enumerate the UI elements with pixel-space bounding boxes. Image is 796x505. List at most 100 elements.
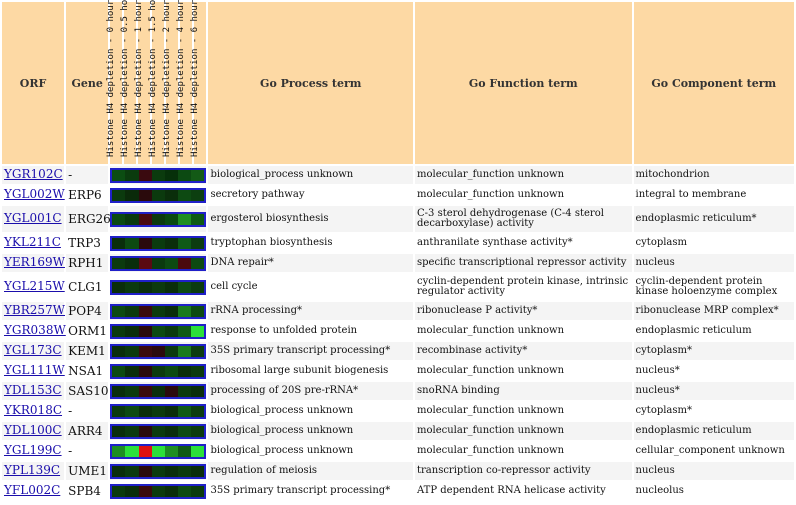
expression-value-cell — [138, 169, 152, 181]
orf-cell: YKR018C — [2, 402, 65, 420]
expression-value-cell — [138, 485, 152, 497]
orf-link[interactable]: YGR038W — [4, 323, 66, 337]
expression-value-cell — [112, 425, 126, 437]
component-term-cell: endoplasmic reticulum — [633, 422, 794, 440]
table-row: YBR257W POP4 rRNA processing* ribonuclease … — [2, 302, 794, 320]
expression-value-cell — [138, 405, 152, 417]
expression-value-cell — [151, 305, 165, 317]
orf-link[interactable]: YKR018C — [4, 403, 63, 417]
expression-value-cell — [178, 485, 192, 497]
orf-link[interactable]: YPL139C — [4, 463, 61, 477]
orf-link[interactable]: YGL111W — [4, 363, 65, 377]
expression-strip[interactable] — [110, 443, 207, 459]
component-term-cell: nucleus — [633, 462, 794, 480]
expression-value-cell — [138, 425, 152, 437]
orf-link[interactable]: YGL215W — [4, 279, 65, 293]
orf-cell: YDL153C — [2, 382, 65, 400]
expression-strip[interactable] — [110, 211, 207, 227]
process-term-cell: cell cycle — [208, 274, 413, 300]
expression-value-cell — [151, 465, 165, 477]
expression-value-cell — [151, 365, 165, 377]
expression-strip[interactable] — [110, 303, 207, 319]
expression-value-cell — [178, 445, 192, 457]
expression-value-cell — [125, 465, 139, 477]
function-term-cell: anthranilate synthase activity* — [415, 234, 632, 252]
expression-value-cell — [191, 365, 205, 377]
expression-value-cell — [191, 213, 205, 225]
expression-value-cell — [191, 485, 205, 497]
expression-value-cell — [138, 345, 152, 357]
expression-heatmap-cell — [110, 254, 207, 272]
orf-cell: YBR257W — [2, 302, 66, 320]
expression-value-cell — [125, 237, 139, 249]
expression-strip[interactable] — [110, 343, 207, 359]
table-row: YGR102C - biological_process unknown molecu… — [2, 166, 794, 184]
expression-value-cell — [151, 213, 165, 225]
gene-cell: UME1 — [66, 462, 109, 480]
component-term-cell: endoplasmic reticulum — [633, 322, 794, 340]
expression-value-cell — [125, 405, 139, 417]
orf-link[interactable]: YDL100C — [4, 423, 62, 437]
table-row: YDL153C SAS10 processing of 20S pre-rRNA* s… — [2, 382, 794, 400]
expression-value-cell — [138, 465, 152, 477]
gene-cell: - — [66, 166, 109, 184]
expression-value-cell — [112, 465, 126, 477]
table-body: YGR102C - biological_process unknown molecu… — [2, 166, 794, 500]
expression-value-cell — [112, 281, 126, 293]
expression-value-cell — [125, 325, 139, 337]
expression-value-cell — [112, 445, 126, 457]
expression-strip[interactable] — [110, 423, 207, 439]
expression-value-cell — [138, 445, 152, 457]
condition-label: Histone H4 depletion - 1.5 hour — [148, 0, 159, 157]
expression-value-cell — [178, 189, 192, 201]
expression-value-cell — [191, 425, 205, 437]
process-term-cell: biological_process unknown — [208, 166, 413, 184]
orf-link[interactable]: YBR257W — [4, 303, 66, 317]
expression-value-cell — [191, 237, 205, 249]
orf-cell: YPL139C — [2, 462, 65, 480]
expression-value-cell — [178, 385, 192, 397]
expression-strip[interactable] — [110, 279, 207, 295]
expression-strip[interactable] — [110, 235, 207, 251]
orf-link[interactable]: YKL211C — [4, 235, 61, 249]
process-term-cell: processing of 20S pre-rRNA* — [208, 382, 413, 400]
expression-strip[interactable] — [110, 363, 207, 379]
orf-link[interactable]: YGL199C — [4, 443, 62, 457]
expression-strip[interactable] — [110, 187, 207, 203]
condition-label: Histone H4 depletion - 6 hours — [190, 0, 201, 157]
expression-value-cell — [178, 257, 192, 269]
expression-heatmap-cell — [110, 462, 207, 480]
function-term-cell: molecular_function unknown — [415, 166, 632, 184]
gene-cell: RPH1 — [66, 254, 109, 272]
function-term-cell: recombinase activity* — [415, 342, 632, 360]
expression-value-cell — [164, 425, 179, 437]
orf-link[interactable]: YGL002W — [4, 187, 65, 201]
component-term-cell: cytoplasm* — [633, 402, 794, 420]
orf-cell: YGL199C — [2, 442, 65, 460]
orf-link[interactable]: YFL002C — [4, 483, 61, 497]
header-condition-1: Histone H4 depletion - 0.5 hours — [120, 0, 137, 164]
orf-link[interactable]: YER169W — [4, 255, 65, 269]
expression-value-cell — [151, 345, 165, 357]
expression-value-cell — [178, 465, 192, 477]
expression-strip[interactable] — [110, 463, 207, 479]
table-row: YGL173C KEM1 35S primary transcript proces… — [2, 342, 794, 360]
expression-strip[interactable] — [110, 323, 207, 339]
condition-label: Histone H4 depletion - 1 hour — [134, 0, 145, 157]
expression-strip[interactable] — [110, 403, 207, 419]
orf-cell: YGR038W — [2, 322, 66, 340]
expression-strip[interactable] — [110, 483, 207, 499]
component-term-cell: nucleus* — [633, 362, 794, 380]
orf-cell: YER169W — [2, 254, 65, 272]
expression-value-cell — [151, 325, 165, 337]
orf-link[interactable]: YGR102C — [4, 167, 63, 181]
orf-link[interactable]: YDL153C — [4, 383, 62, 397]
expression-value-cell — [112, 485, 126, 497]
header-condition-0: Histone H4 depletion - 0 hour — [106, 0, 123, 164]
expression-value-cell — [164, 325, 179, 337]
orf-link[interactable]: YGL001C — [4, 211, 62, 225]
expression-strip[interactable] — [110, 383, 207, 399]
expression-strip[interactable] — [110, 167, 207, 183]
expression-strip[interactable] — [110, 255, 207, 271]
orf-link[interactable]: YGL173C — [4, 343, 62, 357]
